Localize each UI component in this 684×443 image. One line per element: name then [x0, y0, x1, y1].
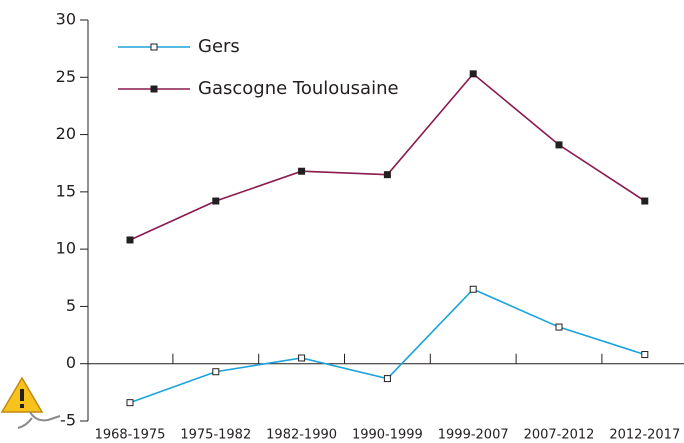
warning-icon	[0, 376, 61, 429]
y-tick-label: 25	[56, 67, 76, 86]
point-marker	[383, 171, 391, 179]
x-tick-label: 1982-1990	[266, 428, 337, 443]
legend-marker	[150, 43, 158, 51]
x-tick-label: 1990-1999	[352, 428, 423, 443]
point-marker	[298, 167, 306, 175]
point-marker	[555, 141, 563, 149]
y-tick-label: 0	[66, 353, 76, 372]
x-tick-label: 1968-1975	[95, 428, 166, 443]
series-line	[129, 288, 646, 404]
point-marker	[298, 354, 306, 362]
point-marker	[469, 70, 477, 78]
x-tick-label: 1999-2007	[438, 428, 509, 443]
x-tick-label: 2007-2012	[524, 428, 595, 443]
y-tick-label: 20	[56, 124, 76, 143]
y-tick-label: 10	[56, 239, 76, 258]
legend-label: Gascogne Toulousaine	[198, 78, 399, 99]
point-marker	[126, 236, 134, 244]
legend-label: Gers	[198, 36, 240, 57]
point-marker	[555, 323, 563, 331]
x-tick-label: 1975-1982	[180, 428, 251, 443]
x-tick-label: 2012-2017	[609, 428, 680, 443]
point-marker	[383, 375, 391, 383]
point-marker	[126, 399, 134, 407]
y-tick-label: 15	[56, 181, 76, 200]
legend-marker	[150, 85, 158, 93]
point-marker	[212, 368, 220, 376]
point-marker	[641, 197, 649, 205]
y-tick-label: -5	[60, 411, 76, 430]
y-tick-label: 5	[66, 296, 76, 315]
point-marker	[641, 351, 649, 359]
point-marker	[212, 197, 220, 205]
y-tick-label: 30	[56, 10, 76, 29]
point-marker	[469, 285, 477, 293]
